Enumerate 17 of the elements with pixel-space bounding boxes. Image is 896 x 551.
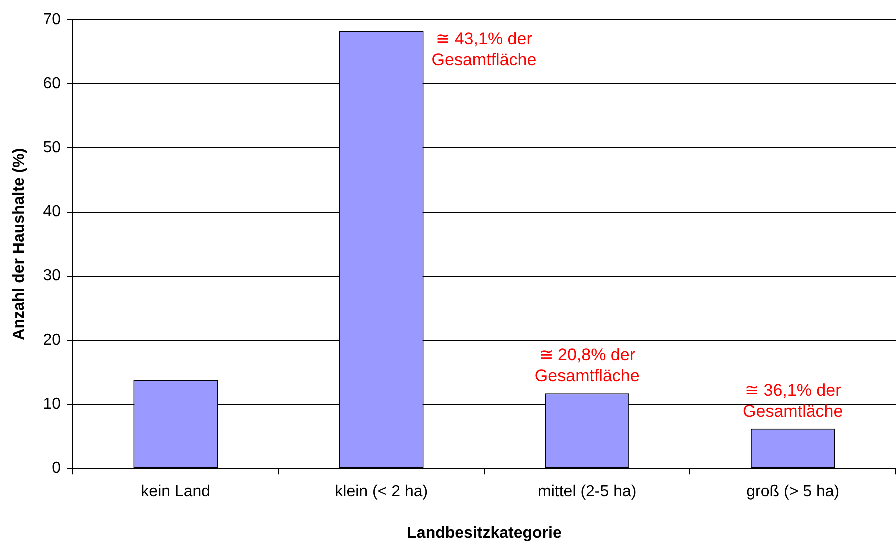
annotation: ≅ 20,8% der Gesamtfläche <box>534 346 640 386</box>
y-tick-label: 60 <box>43 75 62 92</box>
y-tick-label: 40 <box>43 204 62 221</box>
y-tick-label: 70 <box>43 11 62 28</box>
y-tick-label: 10 <box>43 396 62 413</box>
annotation: ≅ 43,1% der Gesamtfläche <box>432 30 537 70</box>
x-tick-label: kein Land <box>141 484 211 501</box>
annotation: ≅ 36,1% der Gesamtläche <box>743 380 844 421</box>
y-tick-label: 50 <box>43 140 62 157</box>
y-axis-title: Anzahl der Haushalte (%) <box>11 148 28 340</box>
y-tick-label: 30 <box>43 268 62 285</box>
y-tick-label: 20 <box>43 332 62 349</box>
x-tick-label: groß (> 5 ha) <box>746 484 840 501</box>
x-tick-label: klein (< 2 ha) <box>335 484 428 501</box>
x-axis-title: Landbesitzkategorie <box>407 524 562 542</box>
y-tick-label: 0 <box>52 460 62 478</box>
x-tick-label: mittel (2-5 ha) <box>538 484 637 501</box>
